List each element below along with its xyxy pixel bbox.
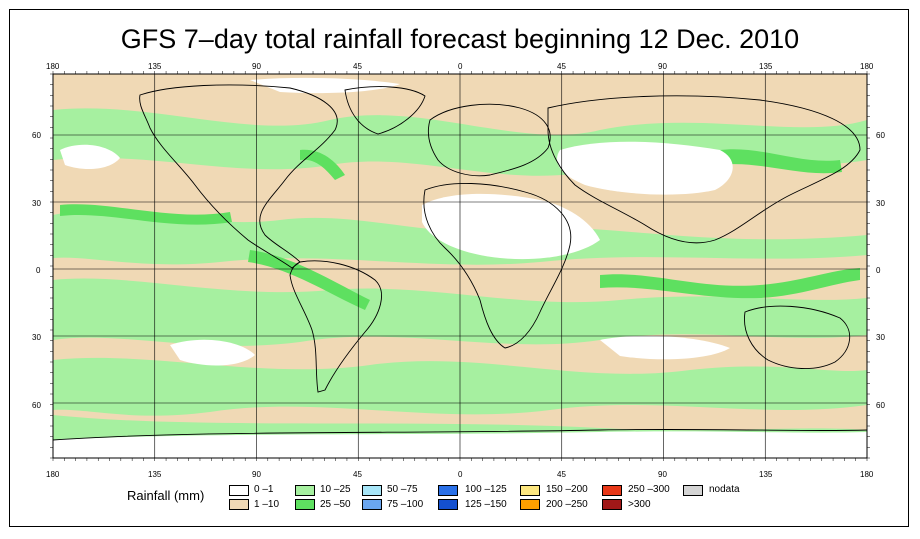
lon-label-top: 90 [252,62,261,71]
legend-label: 10 –25 [320,484,351,495]
legend-label: 125 –150 [465,499,507,510]
lat-label-left: 30 [32,199,41,208]
graticule [53,74,867,458]
tick-marks [50,71,870,461]
legend-swatch [362,499,382,510]
lon-label-bottom: 45 [557,470,566,479]
lon-label-top: 45 [353,62,362,71]
legend-swatch [520,485,540,496]
legend-label: 0 –1 [254,484,274,495]
legend-swatch [295,499,315,510]
africa-outline [423,182,572,349]
legend-swatch [229,499,249,510]
legend-swatch [229,485,249,496]
legend-swatch [295,485,315,496]
lat-label-left: 60 [32,401,41,410]
lon-label-bottom: 90 [252,470,261,479]
lon-label-top: 180 [46,62,60,71]
lon-label-bottom: 180 [46,470,60,479]
legend-swatch [362,485,382,496]
legend-label: 75 –100 [387,499,424,510]
australia-outline [744,305,850,370]
legend-label: 150 –200 [546,484,588,495]
legend-label: 200 –250 [546,499,588,510]
figure-frame [9,9,909,527]
lon-label-top: 45 [557,62,566,71]
lon-label-bottom: 0 [458,470,463,479]
lon-label-top: 135 [759,62,773,71]
lon-label-top: 180 [860,62,874,71]
legend-label: 100 –125 [465,484,507,495]
legend-label: >300 [628,499,651,510]
antarctica-outline [53,428,867,441]
lat-label-right: 60 [876,131,885,140]
lon-label-top: 90 [658,62,667,71]
legend-swatch [438,499,458,510]
europe-outline [427,103,551,177]
legend-swatch [438,485,458,496]
lat-label-right: 30 [876,333,885,342]
legend-title: Rainfall (mm) [127,488,205,503]
legend-label: 1 –10 [254,499,280,510]
legend-swatch [520,499,540,510]
lat-label-left: 60 [32,131,41,140]
legend-swatch [602,485,622,496]
legend-label: nodata [709,484,740,495]
legend-swatch [683,485,703,496]
lon-label-bottom: 45 [353,470,362,479]
lat-label-right: 30 [876,199,885,208]
lon-label-top: 0 [458,62,463,71]
lon-label-bottom: 180 [860,470,874,479]
north-america-outline [139,84,338,269]
asia-outline [547,95,861,244]
lon-label-top: 135 [148,62,162,71]
legend-label: 250 –300 [628,484,670,495]
lon-label-bottom: 135 [148,470,162,479]
lon-label-bottom: 90 [658,470,667,479]
lon-label-bottom: 135 [759,470,773,479]
legend-label: 25 –50 [320,499,351,510]
lat-label-right: 60 [876,401,885,410]
legend-label: 50 –75 [387,484,418,495]
heavy-rain-streaks [60,149,860,310]
lat-label-left: 0 [36,266,41,275]
lat-label-left: 30 [32,333,41,342]
map-title: GFS 7–day total rainfall forecast beginn… [120,24,800,54]
lat-label-right: 0 [876,266,881,275]
south-america-outline [289,260,382,393]
legend-swatch [602,499,622,510]
